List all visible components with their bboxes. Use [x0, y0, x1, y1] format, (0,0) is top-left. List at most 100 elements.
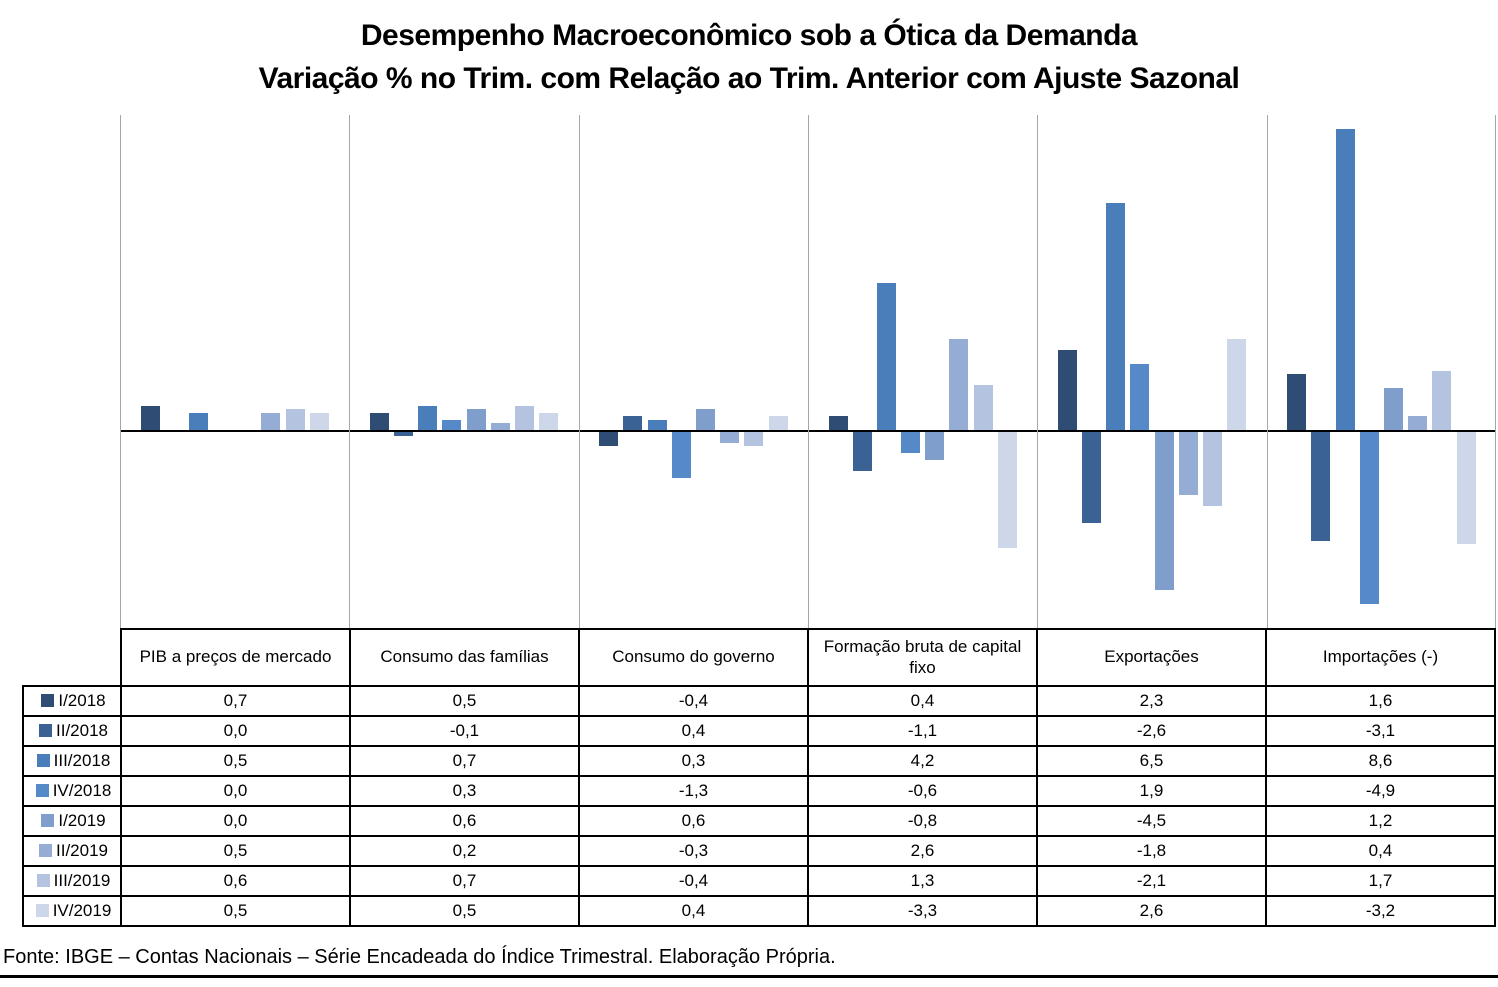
value-cell: 2,3 [1036, 685, 1267, 717]
bar-IV-2019-cat5 [1456, 432, 1476, 544]
legend-swatch [39, 724, 52, 737]
value-cell: -2,1 [1036, 865, 1267, 897]
value-cell: 0,5 [120, 835, 351, 867]
source-note: Fonte: IBGE – Contas Nacionais – Série E… [3, 946, 836, 968]
plot-area [120, 115, 1496, 628]
value-cell: -0,4 [578, 865, 809, 897]
value-cell: 0,5 [349, 895, 580, 927]
row-label: I/2018 [22, 685, 122, 717]
chart-title-line2: Variação % no Trim. com Relação ao Trim.… [258, 62, 1240, 95]
bar-I-2018-cat1 [369, 412, 389, 430]
value-cell: 2,6 [1036, 895, 1267, 927]
table-row-IV-2018: IV/2018 0,0 0,3 -1,3 -0,6 1,9 -4,9 [22, 775, 1496, 807]
category-gridline [120, 115, 121, 628]
row-label: II/2019 [22, 835, 122, 867]
bar-IV-2019-cat0 [309, 412, 329, 430]
value-cell: 0,6 [578, 805, 809, 837]
value-cell: -0,1 [349, 715, 580, 747]
bar-I-2019-cat5 [1383, 388, 1403, 430]
value-cell: 0,7 [120, 685, 351, 717]
bar-III-2019-cat0 [285, 409, 305, 430]
legend-swatch [39, 844, 52, 857]
category-gridline [808, 115, 809, 628]
table-row-III-2019: III/2019 0,6 0,7 -0,4 1,3 -2,1 1,7 [22, 865, 1496, 897]
bar-III-2018-cat4 [1106, 202, 1126, 430]
value-cell: 0,0 [120, 805, 351, 837]
bar-II-2018-cat5 [1311, 432, 1331, 541]
value-cell: -1,8 [1036, 835, 1267, 867]
bar-III-2018-cat2 [647, 419, 667, 430]
bar-III-2019-cat1 [514, 405, 534, 430]
table-row-IV-2019: IV/2019 0,5 0,5 0,4 -3,3 2,6 -3,2 [22, 895, 1496, 927]
row-label: II/2018 [22, 715, 122, 747]
category-gridline [349, 115, 350, 628]
table-header-cell: Consumo das famílias [349, 628, 580, 687]
category-gridline [579, 115, 580, 628]
value-cell: -1,1 [807, 715, 1038, 747]
value-cell: -2,6 [1036, 715, 1267, 747]
bar-II-2019-cat3 [949, 339, 969, 430]
series-name: I/2019 [58, 811, 106, 830]
table-row-I-2019: I/2019 0,0 0,6 0,6 -0,8 -4,5 1,2 [22, 805, 1496, 837]
legend-swatch [41, 694, 55, 707]
bar-III-2018-cat3 [876, 283, 896, 430]
value-cell: 0,5 [120, 895, 351, 927]
bar-I-2019-cat3 [925, 432, 945, 460]
bar-II-2019-cat0 [261, 412, 281, 430]
bar-II-2019-cat5 [1408, 416, 1428, 430]
legend-swatch [41, 814, 55, 827]
value-cell: 1,9 [1036, 775, 1267, 807]
bar-I-2018-cat5 [1287, 374, 1307, 430]
bar-IV-2018-cat3 [901, 432, 921, 453]
bar-I-2018-cat0 [140, 405, 160, 430]
value-cell: 0,4 [1265, 835, 1496, 867]
value-cell: 6,5 [1036, 745, 1267, 777]
value-cell: -0,3 [578, 835, 809, 867]
value-cell: 1,7 [1265, 865, 1496, 897]
value-cell: 2,6 [807, 835, 1038, 867]
bar-IV-2019-cat2 [768, 416, 788, 430]
value-cell: 0,4 [807, 685, 1038, 717]
bar-II-2019-cat2 [720, 432, 740, 443]
bar-II-2018-cat1 [394, 432, 414, 436]
value-cell: 8,6 [1265, 745, 1496, 777]
value-cell: 0,5 [120, 745, 351, 777]
table-header-cell: PIB a preços de mercado [120, 628, 351, 687]
value-cell: -3,1 [1265, 715, 1496, 747]
row-label: IV/2019 [22, 895, 122, 927]
value-cell: -4,5 [1036, 805, 1267, 837]
table-row-II-2019: II/2019 0,5 0,2 -0,3 2,6 -1,8 0,4 [22, 835, 1496, 867]
value-cell: -0,4 [578, 685, 809, 717]
value-cell: 1,6 [1265, 685, 1496, 717]
row-label: III/2018 [22, 745, 122, 777]
value-cell: 0,4 [578, 895, 809, 927]
value-cell: 0,0 [120, 715, 351, 747]
bar-II-2018-cat2 [623, 416, 643, 430]
bar-IV-2018-cat5 [1359, 432, 1379, 604]
bar-III-2018-cat5 [1335, 129, 1355, 430]
table-corner-blank [23, 629, 121, 686]
bar-I-2018-cat4 [1057, 349, 1077, 430]
value-cell: -4,9 [1265, 775, 1496, 807]
bar-III-2018-cat1 [418, 405, 438, 430]
bar-III-2019-cat2 [744, 432, 764, 446]
series-name: IV/2019 [52, 901, 112, 920]
bar-II-2018-cat3 [852, 432, 872, 471]
bar-I-2019-cat1 [466, 409, 486, 430]
row-label: IV/2018 [22, 775, 122, 807]
bar-I-2019-cat2 [695, 409, 715, 430]
bar-II-2019-cat1 [490, 423, 510, 430]
bar-I-2019-cat4 [1154, 432, 1174, 590]
bar-III-2019-cat3 [973, 384, 993, 430]
value-cell: 0,3 [578, 745, 809, 777]
value-cell: 0,0 [120, 775, 351, 807]
legend-swatch [36, 874, 50, 887]
value-cell: 4,2 [807, 745, 1038, 777]
value-cell: 0,6 [120, 865, 351, 897]
bar-IV-2019-cat3 [997, 432, 1017, 548]
series-name: IV/2018 [52, 781, 112, 800]
bar-II-2018-cat4 [1082, 432, 1102, 523]
bar-III-2018-cat0 [188, 412, 208, 430]
table-header-cell: Consumo do governo [578, 628, 809, 687]
